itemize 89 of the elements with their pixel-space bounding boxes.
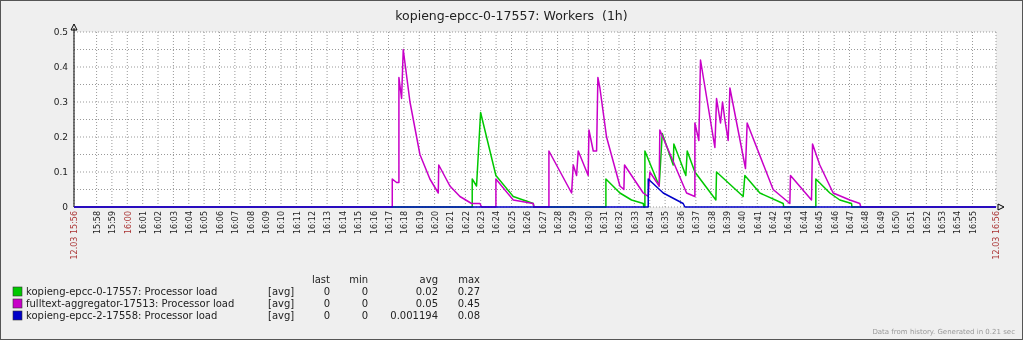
y-tick-label: 0 [62,202,69,213]
x-tick-label: 16:50 [891,211,901,235]
x-tick-label: 16:11 [292,211,302,235]
x-tick-label: 16:54 [953,211,963,235]
text: 0.27 [457,286,480,297]
x-tick-label: 16:27 [538,211,548,235]
x-tick-label: 16:33 [630,211,640,235]
x-tick-label: 16:09 [261,211,271,235]
x-tick-label: 16:35 [661,211,671,235]
x-tick-label: 16:45 [815,211,825,235]
x-tick-label: 16:25 [507,211,517,235]
x-tick-label: 16:37 [692,211,702,235]
y-tick-label: 0.1 [53,167,68,178]
text: [avg] [268,310,295,321]
x-tick-label: 12.03 15:56 [70,211,80,260]
text: [avg] [268,286,295,297]
text: 0.08 [457,310,480,321]
x-tick-label: 16:05 [200,211,210,235]
x-tick-label: 15:59 [108,211,118,235]
x-tick-label: 16:53 [937,211,947,235]
x-tick-label: 16:12 [307,211,317,235]
x-tick-label: 16:34 [646,211,656,235]
x-tick-label: 16:44 [799,211,809,235]
x-tick-label: 16:18 [400,211,410,235]
x-tick-label: 16:40 [738,211,748,235]
x-tick-label: 16:30 [584,211,594,235]
x-tick-label: 16:43 [784,211,794,235]
x-tick-label: 16:20 [430,211,440,235]
x-tick-label: 16:17 [384,211,394,235]
text: 0.001194 [390,310,438,321]
x-tick-label: 16:48 [861,211,871,235]
text: [avg] [268,298,295,309]
chart-title: kopieng-epcc-0-17557: Workers (1h) [395,8,628,23]
text: 0 [323,298,330,309]
x-tick-label: 16:32 [615,211,625,235]
x-tick-label: 16:38 [707,211,717,235]
text: 0.45 [457,298,480,309]
text: avg [419,274,438,285]
x-tick-label: 16:24 [492,211,502,235]
text: last [311,274,331,285]
x-tick-label: 16:06 [215,211,225,235]
x-tick-label: 16:49 [876,211,886,235]
x-tick-label: 16:28 [553,211,563,235]
text: 0.05 [415,298,438,309]
text: max [458,274,481,285]
x-tick-label: 16:39 [722,211,732,235]
x-tick-label: 16:22 [461,211,471,235]
x-tick-label: 16:51 [907,211,917,235]
x-tick-label: 16:00 [123,211,133,235]
x-tick-label: 16:55 [968,211,978,235]
x-tick-label: 16:26 [523,211,533,235]
x-tick-label: 16:41 [753,211,763,235]
y-tick-label: 0.2 [53,132,68,143]
x-tick-label: 16:02 [154,211,164,235]
legend-label: fulltext-aggregator-17513: Processor load [26,298,235,309]
text: 0 [323,286,330,297]
legend-label: kopieng-epcc-2-17558: Processor load [26,310,218,321]
x-tick-label: 16:36 [676,211,686,235]
x-tick-label: 12.03 16:56 [992,211,1002,260]
x-tick-label: 16:01 [138,211,148,235]
text: 0 [361,298,368,309]
x-tick-label: 16:21 [446,211,456,235]
x-tick-label: 16:04 [185,211,195,235]
x-tick-label: 16:47 [845,211,855,235]
x-tick-label: 16:14 [338,211,348,235]
x-tick-label: 16:03 [169,211,179,235]
x-tick-label: 16:31 [599,211,609,235]
x-tick-label: 15:58 [92,211,102,235]
legend-label: kopieng-epcc-0-17557: Processor load [26,286,218,297]
x-tick-label: 16:15 [354,211,364,235]
x-tick-label: 16:52 [922,211,932,235]
text: min [349,274,368,285]
x-tick-label: 16:19 [415,211,425,235]
text: 0 [323,310,330,321]
text: 0 [361,286,368,297]
x-tick-label: 16:46 [830,211,840,235]
text: 0.02 [415,286,438,297]
x-tick-label: 16:29 [569,211,579,235]
x-tick-label: 16:07 [231,211,241,235]
x-tick-label: 16:08 [246,211,256,235]
text: 0 [361,310,368,321]
x-tick-label: 16:13 [323,211,333,235]
y-tick-label: 0.3 [53,97,68,108]
y-tick-label: 0.5 [53,27,68,38]
x-tick-label: 16:10 [277,211,287,235]
x-tick-label: 16:16 [369,211,379,235]
x-tick-label: 16:42 [768,211,778,235]
y-tick-label: 0.4 [53,62,69,73]
x-tick-label: 16:23 [476,211,486,235]
